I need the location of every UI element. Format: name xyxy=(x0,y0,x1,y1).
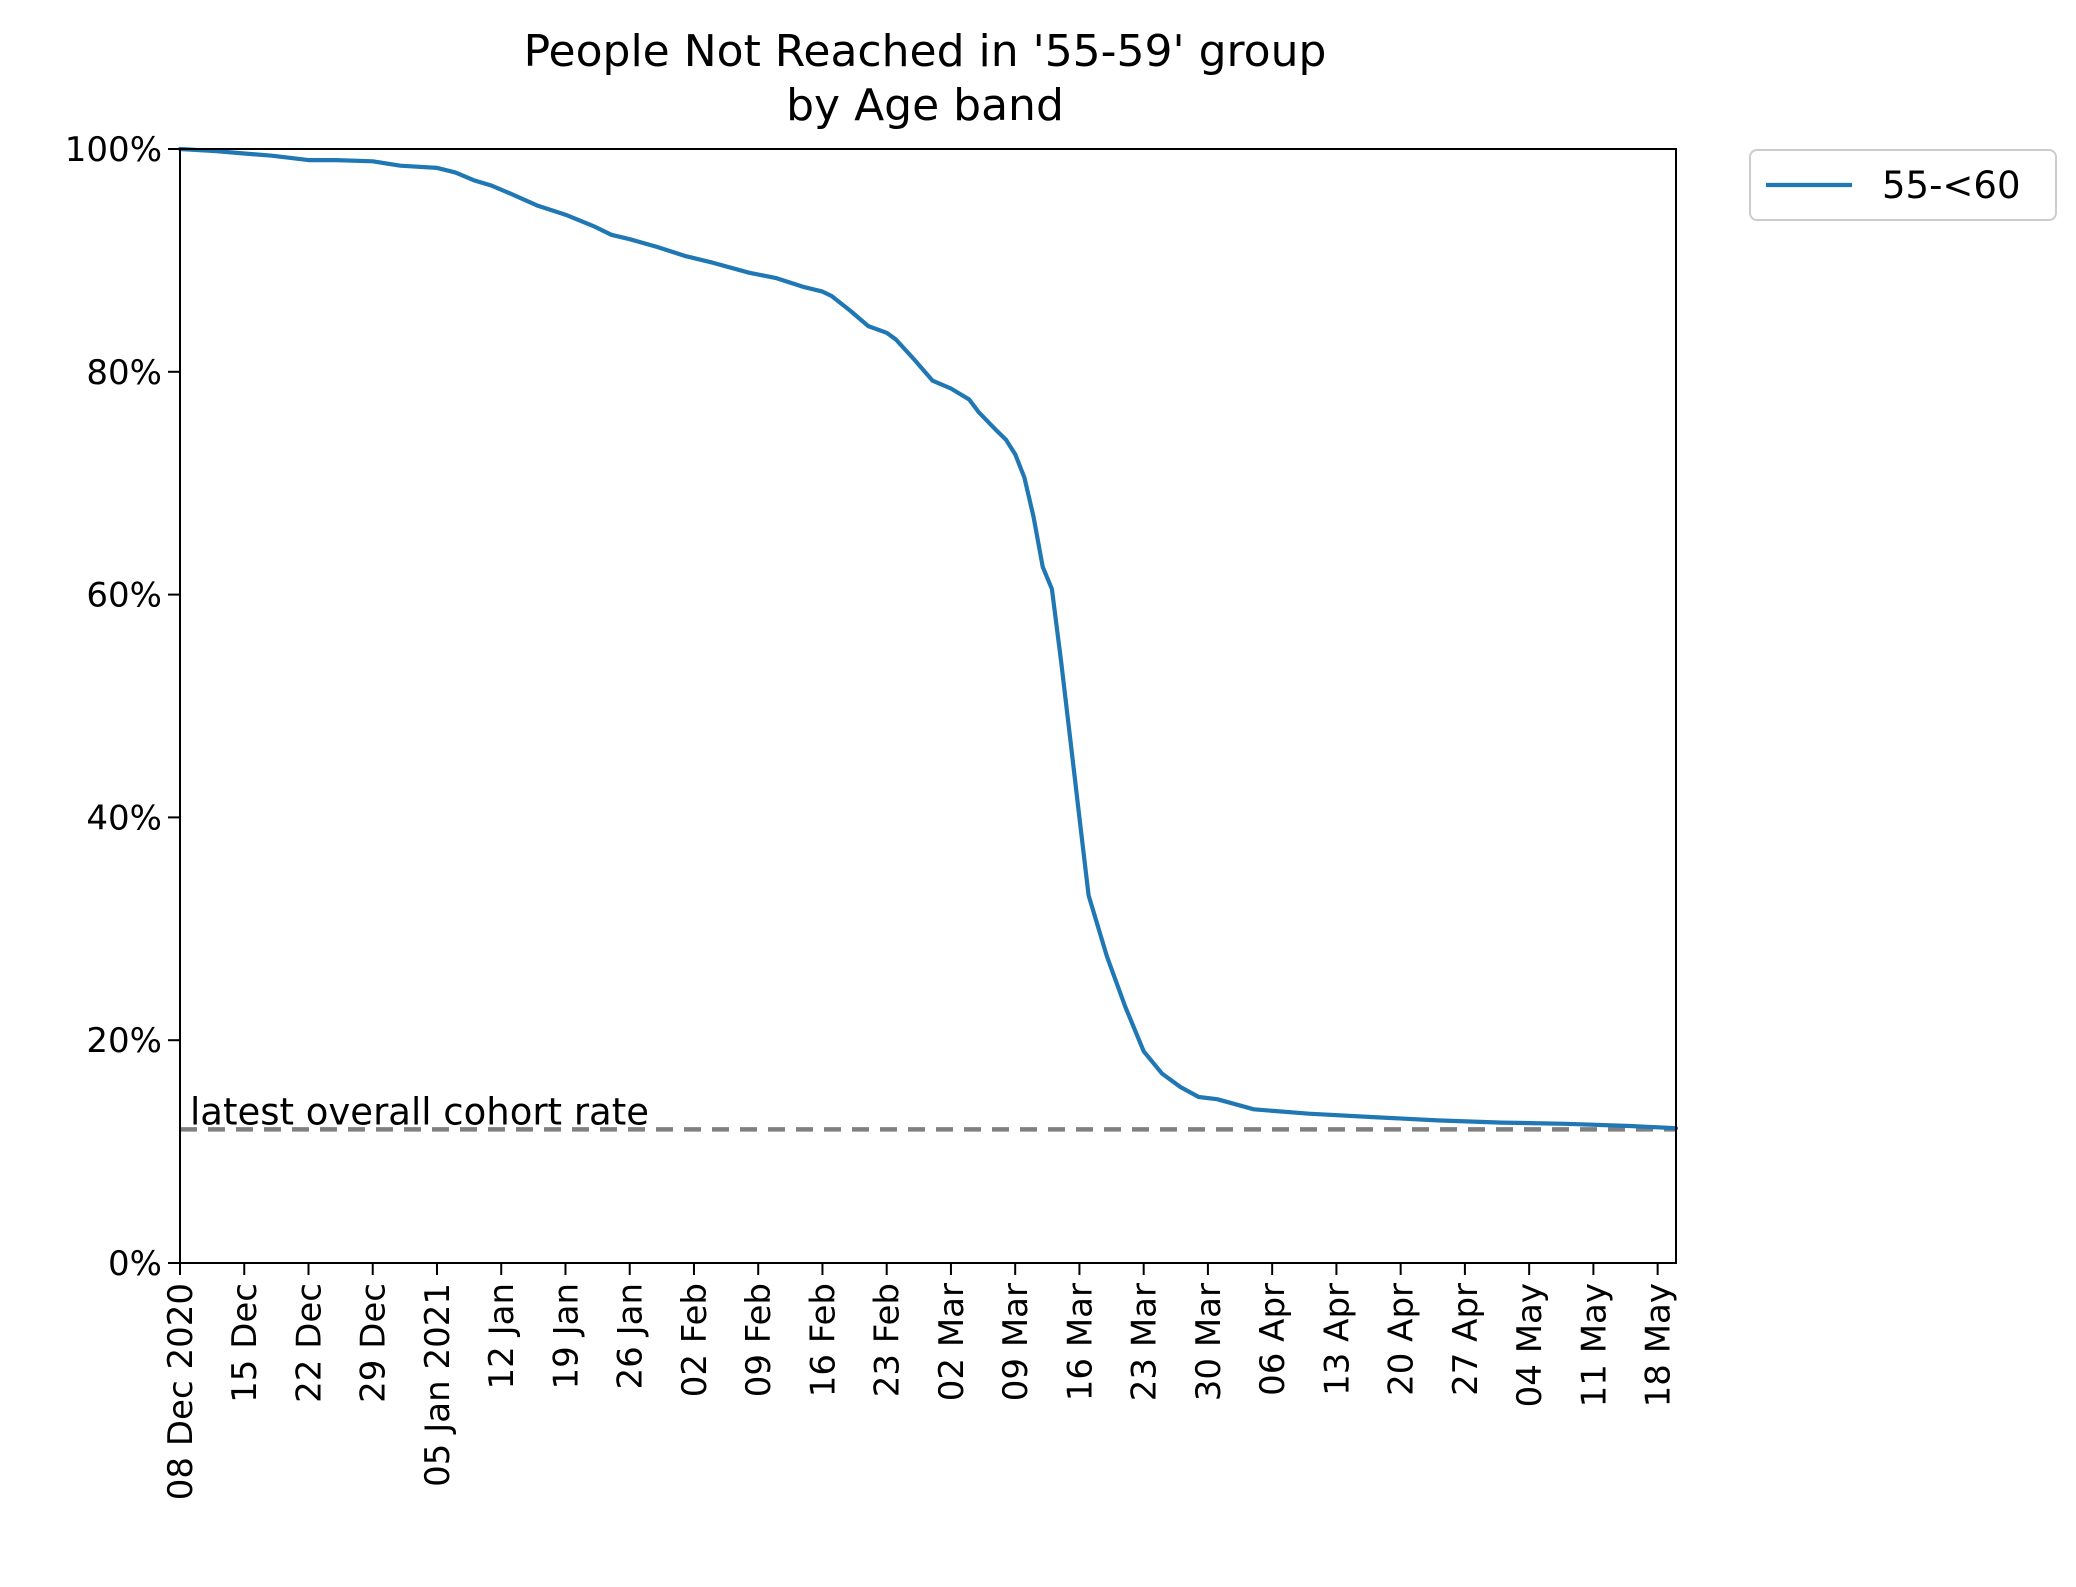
chart-subtitle: by Age band xyxy=(786,80,1064,131)
x-tick-label: 19 Jan xyxy=(547,1283,587,1389)
series-line-0 xyxy=(177,146,1679,1131)
reference-line-label: latest overall cohort rate xyxy=(190,1090,649,1133)
x-tick-label: 16 Feb xyxy=(804,1283,844,1397)
y-tick-label: 20% xyxy=(86,1021,162,1061)
x-tick-label: 29 Dec xyxy=(354,1283,394,1403)
plot-area: latest overall cohort rate 0% 20% 40% 60% 80%… xyxy=(65,130,2057,1500)
x-tick-label: 27 Apr xyxy=(1446,1283,1486,1396)
x-tick-label: 23 Feb xyxy=(868,1283,908,1397)
y-tick-label: 40% xyxy=(86,798,162,838)
x-tick-label: 05 Jan 2021 xyxy=(418,1283,458,1487)
x-tick-label: 30 Mar xyxy=(1189,1283,1229,1401)
x-tick-label: 18 May xyxy=(1639,1283,1679,1407)
plot-frame xyxy=(179,148,1677,1264)
x-tick-label: 23 Mar xyxy=(1125,1283,1165,1401)
x-tick-label: 06 Apr xyxy=(1253,1283,1293,1396)
x-tick-label: 12 Jan xyxy=(482,1283,522,1389)
legend-label: 55-<60 xyxy=(1882,164,2021,207)
y-tick-label: 0% xyxy=(108,1244,162,1284)
x-tick-label: 02 Mar xyxy=(932,1283,972,1401)
x-tick-label: 13 Apr xyxy=(1317,1283,1357,1396)
x-tick-label: 02 Feb xyxy=(675,1283,715,1397)
chart-title: People Not Reached in '55-59' group xyxy=(524,26,1327,77)
x-tick-label: 20 Apr xyxy=(1382,1283,1422,1396)
x-tick-label: 16 Mar xyxy=(1060,1283,1100,1401)
x-tick-label: 11 May xyxy=(1574,1283,1614,1407)
legend-box xyxy=(1749,149,2057,221)
y-tick-label: 80% xyxy=(86,353,162,393)
y-tick-label: 60% xyxy=(86,576,162,616)
x-tick-label: 22 Dec xyxy=(290,1283,330,1403)
x-tick-label: 08 Dec 2020 xyxy=(161,1283,201,1500)
y-tick-label: 100% xyxy=(65,130,162,170)
x-tick-label: 26 Jan xyxy=(611,1283,651,1389)
x-tick-label: 09 Mar xyxy=(996,1283,1036,1401)
x-tick-label: 15 Dec xyxy=(225,1283,265,1403)
x-tick-label: 09 Feb xyxy=(739,1283,779,1397)
x-tick-label: 04 May xyxy=(1510,1283,1550,1407)
